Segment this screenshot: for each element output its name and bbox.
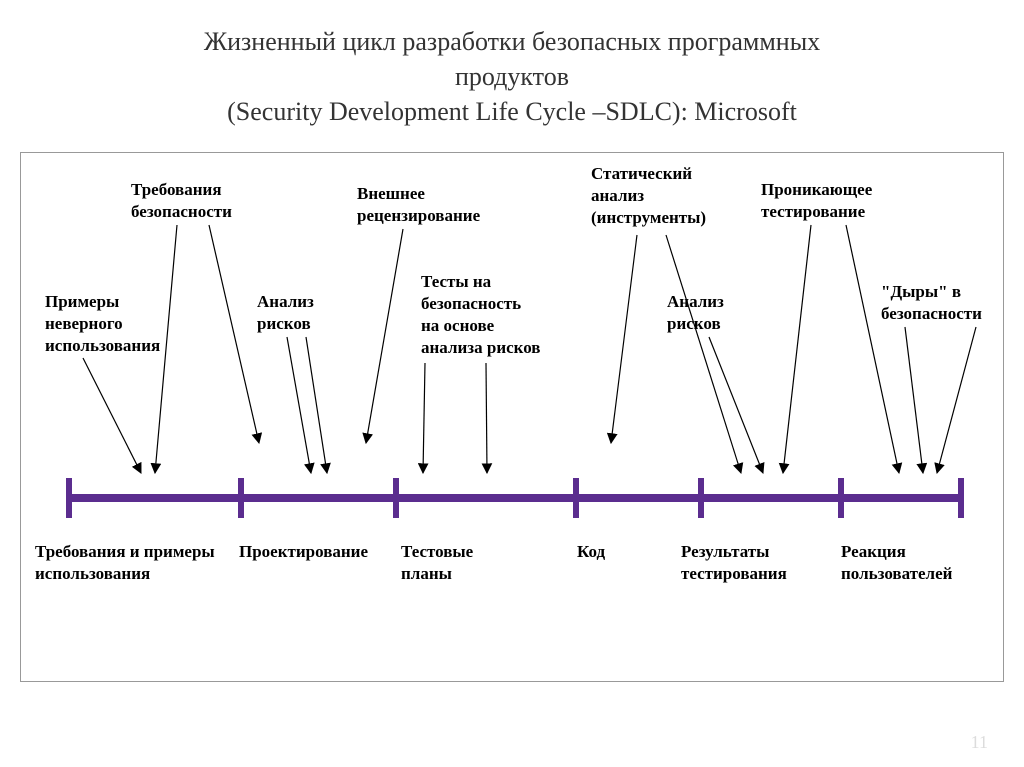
bottom-label-test-results: Результаты тестирования (681, 541, 787, 585)
page-number: 11 (971, 732, 988, 753)
top-label-pen-testing: Проникающее тестирование (761, 179, 872, 223)
bottom-label-design: Проектирование (239, 541, 368, 563)
diagram-frame: Примеры неверного использования Требовани… (20, 152, 1004, 682)
top-label-risk-analysis-1: Анализ рисков (257, 291, 314, 335)
title-line-1: Жизненный цикл разработки безопасных про… (204, 27, 820, 56)
title-line-3: (Security Development Life Cycle –SDLC):… (227, 97, 797, 126)
bottom-label-code: Код (577, 541, 605, 563)
page-title: Жизненный цикл разработки безопасных про… (0, 0, 1024, 141)
top-label-examples-wrong-use: Примеры неверного использования (45, 291, 160, 357)
top-label-security-requirements: Требования безопасности (131, 179, 232, 223)
bottom-label-requirements-usage: Требования и примеры использования (35, 541, 215, 585)
top-label-risk-based-tests: Тесты на безопасность на основе анализа … (421, 271, 540, 359)
top-label-static-analysis: Статический анализ (инструменты) (591, 163, 706, 229)
top-label-risk-analysis-2: Анализ рисков (667, 291, 724, 335)
bottom-label-test-plans: Тестовые планы (401, 541, 473, 585)
top-label-external-review: Внешнее рецензирование (357, 183, 480, 227)
bottom-label-user-feedback: Реакция пользователей (841, 541, 952, 585)
top-label-security-holes: "Дыры" в безопасности (881, 281, 982, 325)
title-line-2: продуктов (455, 62, 569, 91)
diagram-svg (21, 153, 1005, 683)
